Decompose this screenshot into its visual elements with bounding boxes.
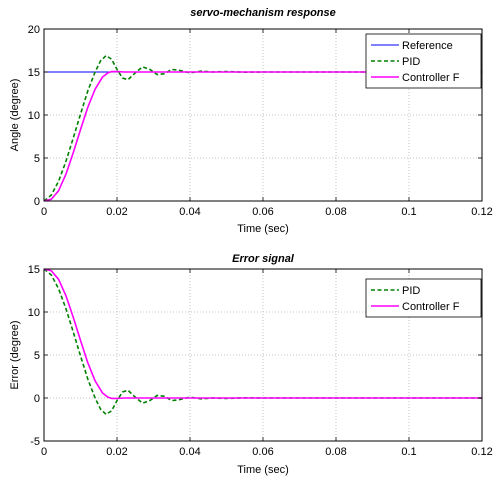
x-tick-label: 0.04	[179, 446, 200, 458]
y-tick-label: -5	[30, 436, 40, 448]
x-tick-label: 0	[41, 446, 47, 458]
x-tick-label: 0.06	[252, 206, 273, 218]
y-tick-label: 15	[28, 264, 40, 276]
x-axis-label: Time (sec)	[237, 223, 289, 235]
y-axis-label: Angle (degree)	[9, 79, 21, 152]
x-tick-label: 0.02	[106, 206, 127, 218]
legend-label: PID	[402, 285, 420, 297]
series-line-controller-f	[44, 269, 482, 400]
y-tick-label: 0	[34, 393, 40, 405]
x-tick-label: 0.1	[401, 206, 416, 218]
chart-panel-1: 0 0.02 0.04 0.06 0.08 0.1 0.12 0 5 10 15 20 servo-me…	[9, 7, 493, 235]
y-tick-label: 10	[28, 110, 40, 122]
legend-label: PID	[402, 56, 420, 68]
series-line-controller-f	[44, 70, 482, 201]
x-tick-label: 0	[41, 206, 47, 218]
x-tick-label: 0.06	[252, 446, 273, 458]
x-axis-label: Time (sec)	[237, 464, 289, 476]
legend: Reference PID Controller F	[365, 33, 482, 89]
legend-label: Controller F	[402, 72, 460, 84]
chart-title: Error signal	[232, 253, 295, 265]
y-tick-label: 15	[28, 67, 40, 79]
chart-title: servo-mechanism response	[190, 7, 336, 19]
legend-box	[365, 278, 482, 318]
x-tick-label: 0.12	[471, 446, 492, 458]
x-tick-label: 0.12	[471, 206, 492, 218]
y-tick-label: 5	[34, 350, 40, 362]
x-tick-label: 0.04	[179, 206, 200, 218]
y-axis-label: Error (degree)	[9, 320, 21, 389]
y-tick-label: 5	[34, 153, 40, 165]
x-tick-label: 0.02	[106, 446, 127, 458]
legend-label: Controller F	[402, 301, 460, 313]
x-tick-label: 0.08	[325, 446, 346, 458]
x-tick-label: 0.1	[401, 446, 416, 458]
legend: PID Controller F	[365, 278, 482, 318]
x-tick-label: 0.08	[325, 206, 346, 218]
y-tick-label: 0	[34, 196, 40, 208]
y-tick-label: 10	[28, 307, 40, 319]
y-tick-label: 20	[28, 24, 40, 36]
legend-label: Reference	[402, 40, 453, 52]
